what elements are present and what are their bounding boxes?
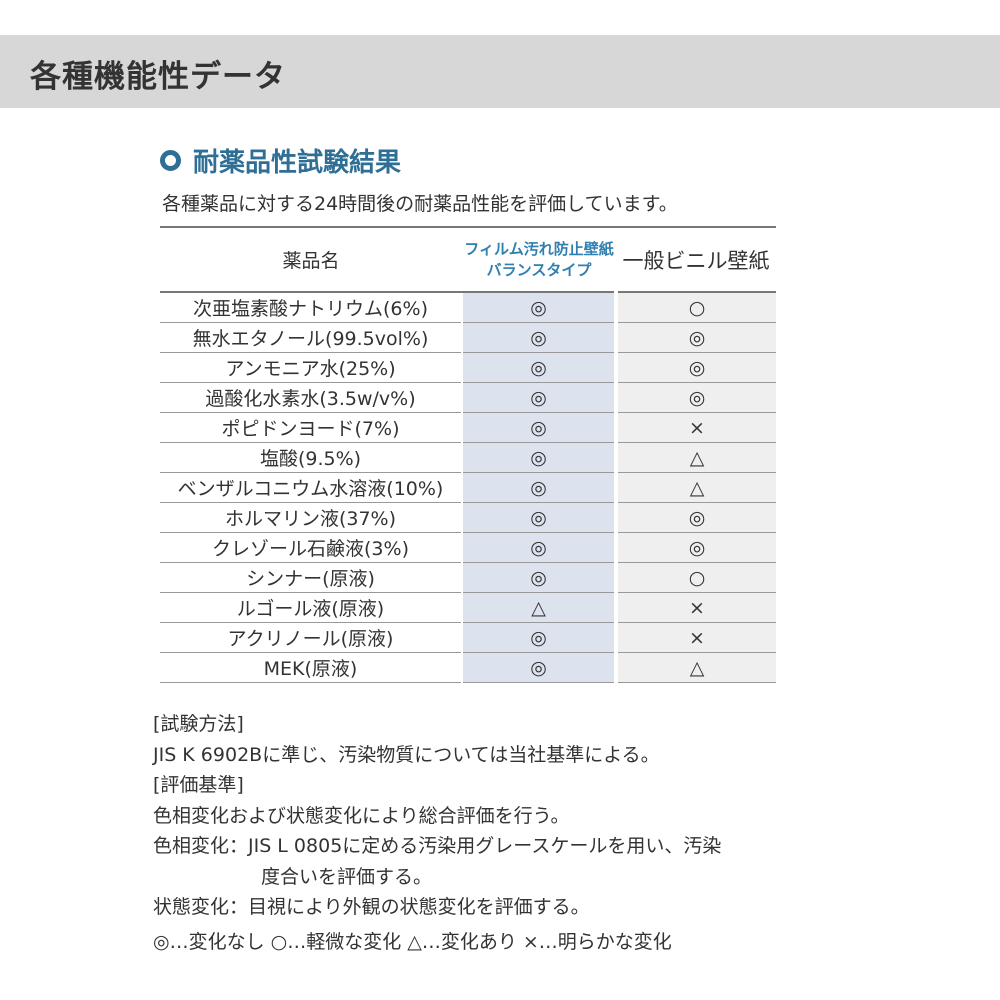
film-rating-cell: ◎ — [461, 412, 618, 443]
section-description: 各種薬品に対する24時間後の耐薬品性能を評価しています。 — [162, 193, 678, 215]
chemical-name-cell: シンナー(原液) — [160, 562, 462, 593]
table-row: アクリノール(原液) ◎ × — [160, 622, 776, 653]
notes: [試験方法] JIS K 6902Bに準じ、汚染物質については当社基準による。 … — [153, 709, 721, 957]
header-film-wallpaper: フィルム汚れ防止壁紙 バランスタイプ — [462, 226, 616, 293]
vinyl-rating-cell: △ — [616, 652, 776, 683]
header-vinyl-wallpaper: 一般ビニル壁紙 — [616, 226, 776, 293]
table-row: ベンザルコニウム水溶液(10%) ◎ △ — [160, 472, 776, 503]
chemical-name-cell: ルゴール液(原液) — [160, 592, 462, 623]
film-rating-cell: ◎ — [461, 442, 618, 473]
chemical-name-cell: ベンザルコニウム水溶液(10%) — [160, 472, 462, 503]
header-film-line2: バランスタイプ — [486, 260, 592, 279]
vinyl-rating-cell: ◎ — [616, 382, 776, 413]
vinyl-rating-cell: × — [616, 622, 776, 653]
method-heading: [試験方法] — [153, 713, 244, 735]
vinyl-rating-cell: ○ — [616, 292, 776, 323]
table-row: ルゴール液(原液) △ × — [160, 592, 776, 623]
film-rating-cell: ◎ — [461, 472, 618, 503]
chemical-name-cell: 過酸化水素水(3.5w/v%) — [160, 382, 462, 413]
film-rating-cell: ◎ — [461, 322, 618, 353]
vinyl-rating-cell: ◎ — [616, 532, 776, 563]
header-film-line1: フィルム汚れ防止壁紙 — [464, 239, 614, 258]
vinyl-rating-cell: △ — [616, 472, 776, 503]
table-row: シンナー(原液) ◎ ○ — [160, 562, 776, 593]
section-title: 耐薬品性試験結果 — [193, 148, 402, 178]
vinyl-rating-cell: ◎ — [616, 322, 776, 353]
vinyl-rating-cell: △ — [616, 442, 776, 473]
table-row: クレゾール石鹸液(3%) ◎ ◎ — [160, 532, 776, 563]
table-row: ホルマリン液(37%) ◎ ◎ — [160, 502, 776, 533]
film-rating-cell: ◎ — [461, 652, 618, 683]
circle-bullet-icon — [160, 150, 181, 171]
chemical-name-cell: ポピドンヨード(7%) — [160, 412, 462, 443]
film-rating-cell: ◎ — [461, 532, 618, 563]
chemical-name-cell: ホルマリン液(37%) — [160, 502, 462, 533]
hue-change-text: 色相変化：JIS L 0805に定める汚染用グレースケールを用い、汚染 — [153, 835, 722, 857]
table-row: 過酸化水素水(3.5w/v%) ◎ ◎ — [160, 382, 776, 413]
header-chemical-name: 薬品名 — [160, 226, 462, 293]
chemical-name-cell: 塩酸(9.5%) — [160, 442, 462, 473]
table-row: 塩酸(9.5%) ◎ △ — [160, 442, 776, 473]
hue-change-text-cont: 度合いを評価する。 — [261, 865, 433, 888]
method-text: JIS K 6902Bに準じ、汚染物質については当社基準による。 — [153, 743, 660, 766]
chemical-name-cell: 無水エタノール(99.5vol%) — [160, 322, 462, 353]
table-row: 無水エタノール(99.5vol%) ◎ ◎ — [160, 322, 776, 353]
vinyl-rating-cell: ○ — [616, 562, 776, 593]
vinyl-rating-cell: × — [616, 412, 776, 443]
film-rating-cell: △ — [461, 592, 618, 623]
chemical-name-cell: アンモニア水(25%) — [160, 352, 462, 383]
film-rating-cell: ◎ — [461, 352, 618, 383]
criteria-text: 色相変化および状態変化により総合評価を行う。 — [153, 804, 570, 827]
table-row: 次亜塩素酸ナトリウム(6%) ◎ ○ — [160, 292, 776, 323]
page-title: 各種機能性データ — [30, 59, 286, 95]
header-band: 各種機能性データ — [0, 35, 1000, 108]
table-row: MEK(原液) ◎ △ — [160, 652, 776, 683]
chemical-name-cell: クレゾール石鹸液(3%) — [160, 532, 462, 563]
chemical-name-cell: アクリノール(原液) — [160, 622, 462, 653]
section-heading: 耐薬品性試験結果 — [160, 142, 401, 179]
table-row: アンモニア水(25%) ◎ ◎ — [160, 352, 776, 383]
film-rating-cell: ◎ — [461, 502, 618, 533]
rating-legend: ◎…変化なし ○…軽微な変化 △…変化あり ×…明らかな変化 — [153, 930, 672, 953]
state-change-text: 状態変化：目視により外観の状態変化を評価する。 — [153, 896, 590, 918]
vinyl-rating-cell: ◎ — [616, 502, 776, 533]
criteria-heading: [評価基準] — [153, 774, 244, 796]
table-header-row: 薬品名 フィルム汚れ防止壁紙 バランスタイプ 一般ビニル壁紙 — [160, 226, 776, 293]
vinyl-rating-cell: × — [616, 592, 776, 623]
chemical-resistance-table: 薬品名 フィルム汚れ防止壁紙 バランスタイプ 一般ビニル壁紙 次亜塩素酸ナトリウム… — [160, 226, 776, 683]
film-rating-cell: ◎ — [461, 562, 618, 593]
film-rating-cell: ◎ — [461, 382, 618, 413]
vinyl-rating-cell: ◎ — [616, 352, 776, 383]
film-rating-cell: ◎ — [461, 622, 618, 653]
chemical-name-cell: 次亜塩素酸ナトリウム(6%) — [160, 292, 462, 323]
film-rating-cell: ◎ — [461, 292, 618, 323]
chemical-name-cell: MEK(原液) — [160, 652, 462, 683]
table-row: ポピドンヨード(7%) ◎ × — [160, 412, 776, 443]
